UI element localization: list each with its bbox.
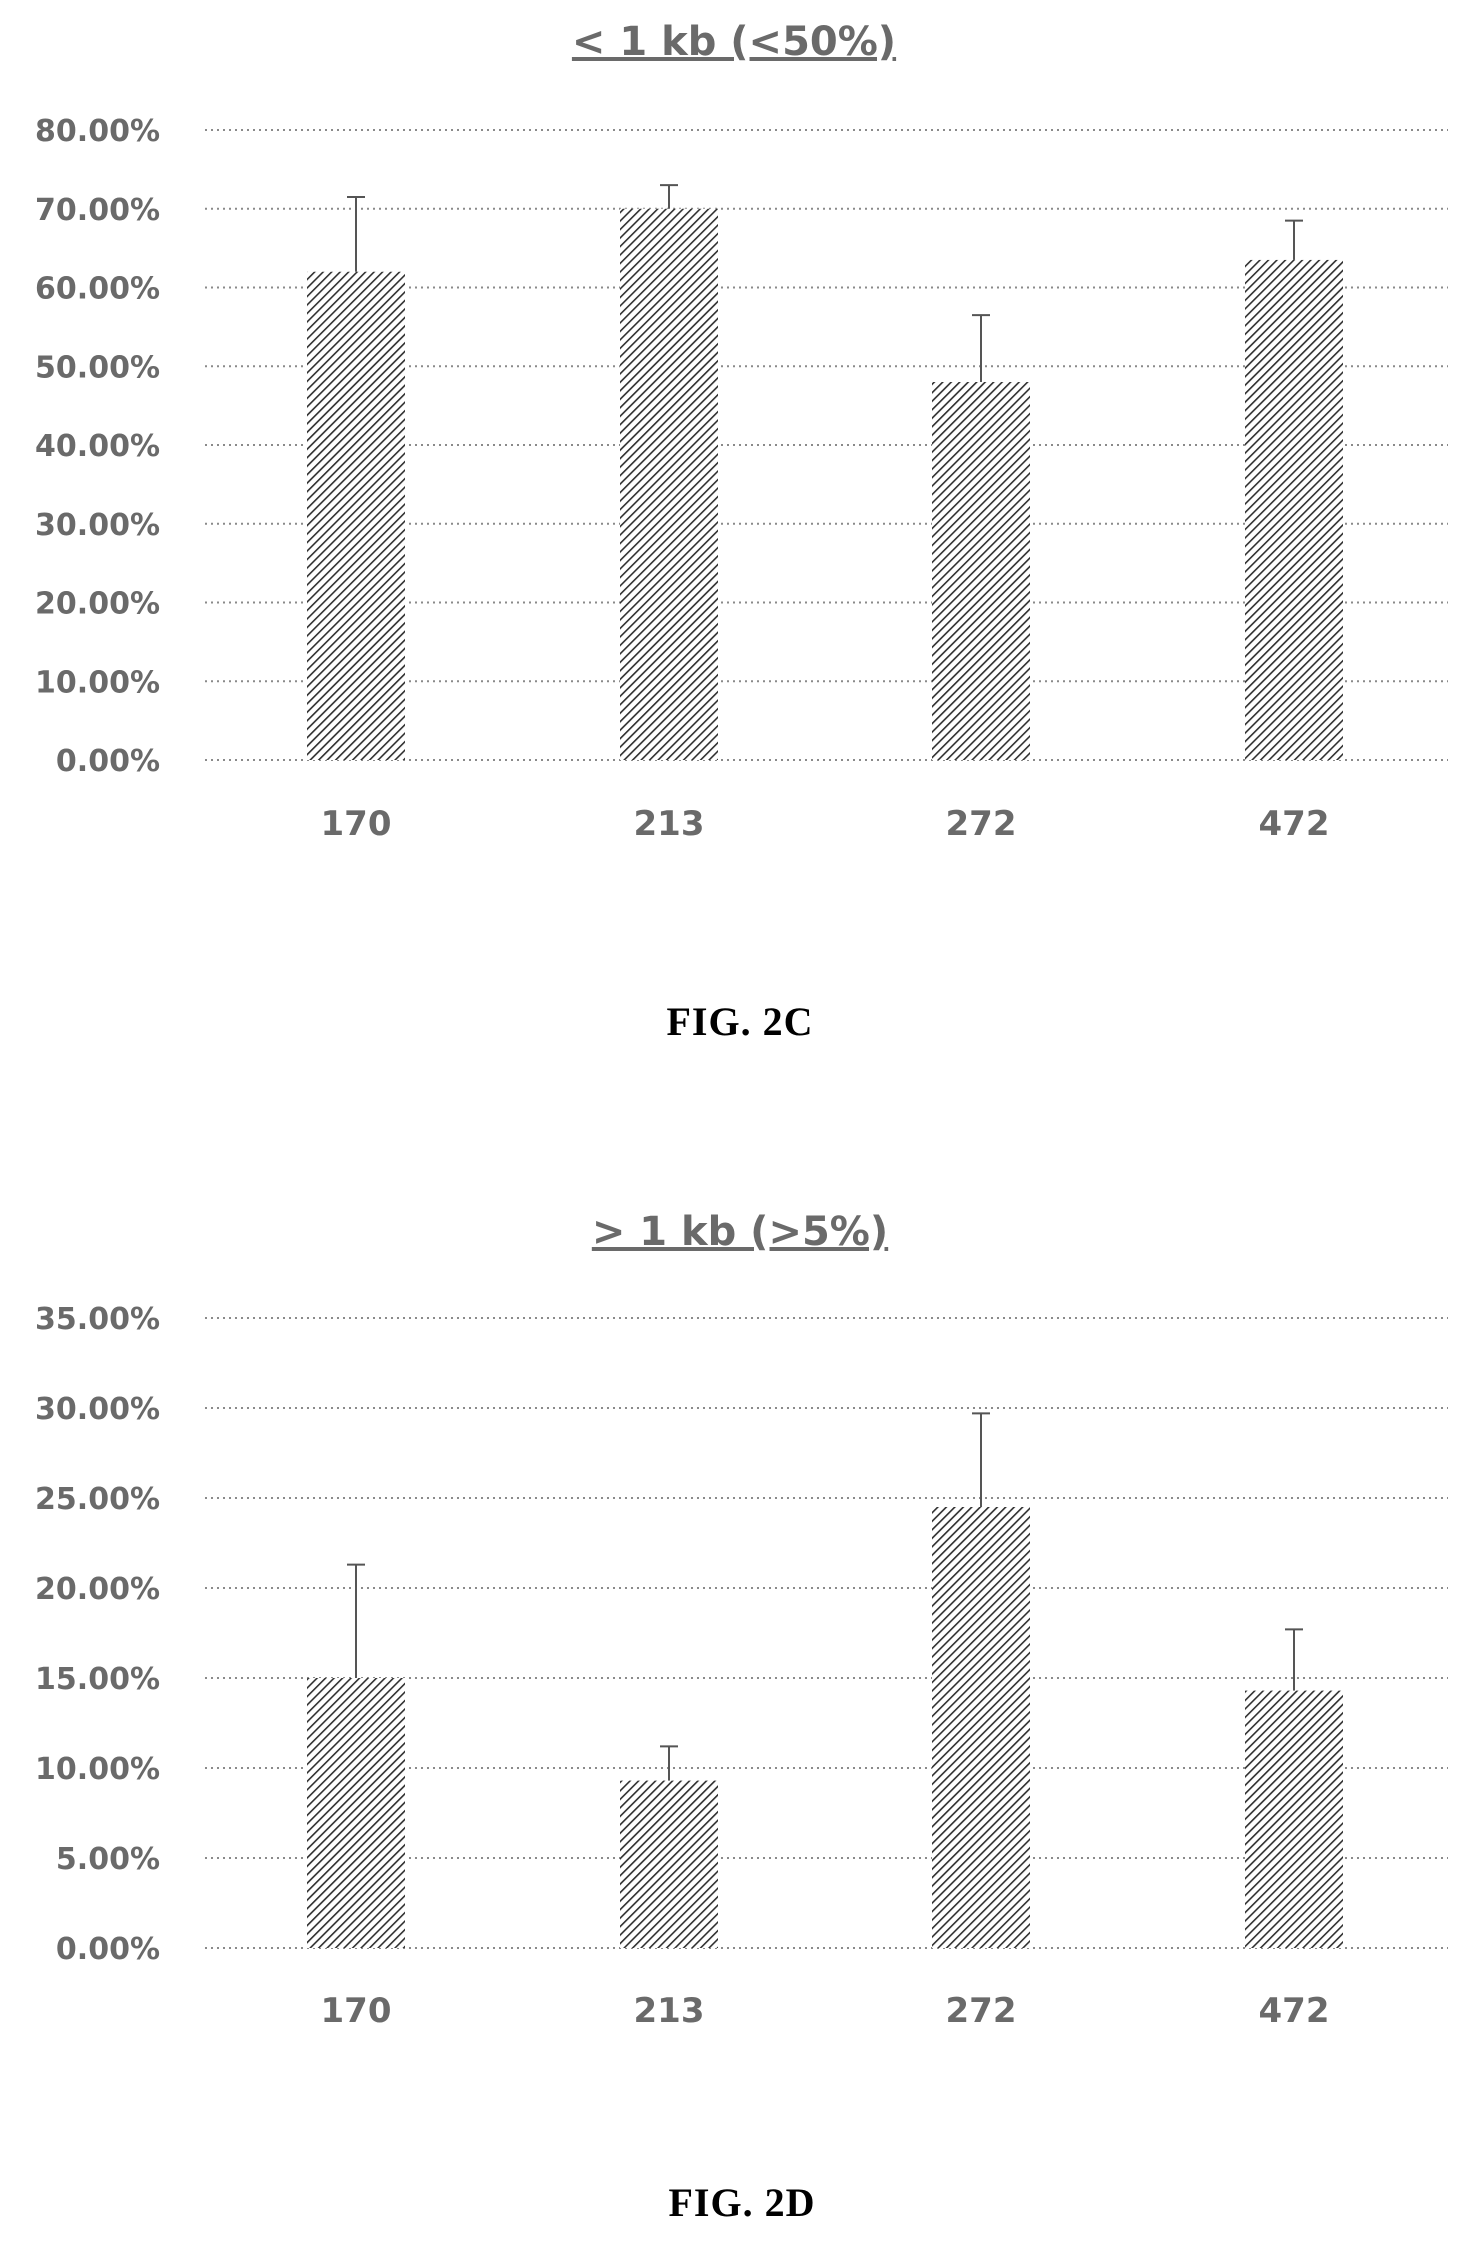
bar-272 bbox=[932, 382, 1030, 760]
y-tick-label: 25.00% bbox=[35, 1482, 160, 1517]
x-tick-label: 170 bbox=[321, 1991, 392, 2031]
chart-2c-caption: FIG. 2C bbox=[667, 999, 814, 1044]
bar-472 bbox=[1245, 1690, 1343, 1948]
y-tick-label: 10.00% bbox=[35, 665, 160, 700]
bar-170 bbox=[307, 1678, 405, 1948]
chart-2d-y-axis: 0.00% 5.00% 10.00% 15.00% 20.00% 25.00% 30.00%… bbox=[35, 1302, 160, 1967]
y-tick-label: 30.00% bbox=[35, 1392, 160, 1427]
x-tick-label: 272 bbox=[946, 804, 1017, 844]
x-tick-label: 472 bbox=[1259, 804, 1330, 844]
bar-170 bbox=[307, 271, 405, 760]
chart-2d-x-axis: 170 213 272 472 bbox=[321, 1991, 1330, 2031]
y-tick-label: 50.00% bbox=[35, 350, 160, 385]
x-tick-label: 213 bbox=[634, 804, 705, 844]
y-tick-label: 60.00% bbox=[35, 272, 160, 307]
chart-2c-y-axis: 0.00% 10.00% 20.00% 30.00% 40.00% 50.00% 60.00… bbox=[35, 114, 160, 779]
x-tick-label: 170 bbox=[321, 804, 392, 844]
y-tick-label: 0.00% bbox=[56, 744, 160, 779]
bar-272 bbox=[932, 1507, 1030, 1948]
bar-472 bbox=[1245, 259, 1343, 760]
chart-2d-title: > 1 kb (>5%) bbox=[592, 1209, 888, 1255]
chart-2d-caption: FIG. 2D bbox=[669, 2180, 816, 2225]
chart-2c-bars bbox=[307, 184, 1343, 760]
x-tick-label: 272 bbox=[946, 1991, 1017, 2031]
y-tick-label: 20.00% bbox=[35, 1572, 160, 1607]
y-tick-label: 30.00% bbox=[35, 508, 160, 543]
bar-213 bbox=[620, 208, 718, 760]
y-tick-label: 5.00% bbox=[56, 1842, 160, 1877]
y-tick-label: 80.00% bbox=[35, 114, 160, 149]
y-tick-label: 20.00% bbox=[35, 587, 160, 622]
y-tick-label: 0.00% bbox=[56, 1932, 160, 1967]
chart-2c-title: < 1 kb (<50%) bbox=[572, 19, 896, 65]
chart-2d-bars bbox=[307, 1412, 1343, 1948]
chart-2c: < 1 kb (<50%) 0.00% 10.00% 20.00% 30.00% 40.… bbox=[35, 19, 1448, 1044]
y-tick-label: 40.00% bbox=[35, 429, 160, 464]
y-tick-label: 35.00% bbox=[35, 1302, 160, 1337]
y-tick-label: 10.00% bbox=[35, 1752, 160, 1787]
y-tick-label: 15.00% bbox=[35, 1662, 160, 1697]
x-tick-label: 213 bbox=[634, 1991, 705, 2031]
bar-213 bbox=[620, 1780, 718, 1948]
chart-2d: > 1 kb (>5%) 0.00% 5.00% 10.00% 15.00% 20.00… bbox=[35, 1209, 1448, 2225]
x-tick-label: 472 bbox=[1259, 1991, 1330, 2031]
y-tick-label: 70.00% bbox=[35, 193, 160, 228]
chart-2c-x-axis: 170 213 272 472 bbox=[321, 804, 1330, 844]
